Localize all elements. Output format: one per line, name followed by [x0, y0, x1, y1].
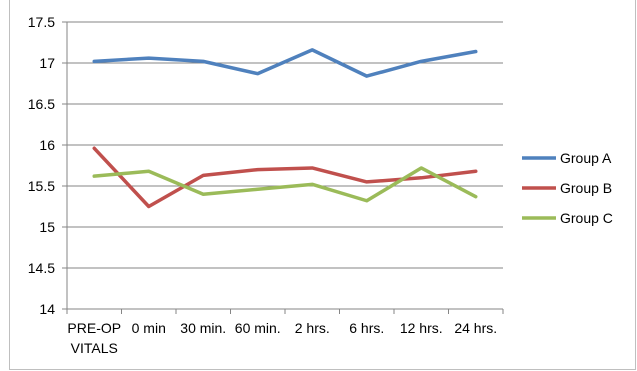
legend-label: Group A: [560, 150, 612, 166]
x-tick-label: PRE-OP: [67, 320, 121, 336]
gridlines: [67, 21, 503, 269]
chart-frame: [9, 0, 636, 370]
y-tick-label: 15: [39, 219, 55, 235]
y-tick-label: 15.5: [28, 178, 55, 194]
y-tick-label: 16.5: [28, 96, 55, 112]
y-tick-labels: 14 14.5 15 15.5 16 16.5 17 17.5: [28, 14, 55, 317]
legend-label: Group C: [560, 210, 613, 226]
y-tick-label: 17: [39, 55, 55, 71]
x-tick-label: 6 hrs.: [349, 320, 384, 336]
y-tick-label: 16: [39, 137, 55, 153]
legend-label: Group B: [560, 180, 612, 196]
x-tick-label: 60 min.: [235, 320, 281, 336]
x-tick-labels: PRE-OP VITALS 0 min 30 min. 60 min. 2 hrs. 6 h…: [67, 320, 497, 356]
y-tick-label: 17.5: [28, 14, 55, 30]
series-line-group-b: [92, 146, 478, 209]
x-tick-label: 2 hrs.: [295, 320, 330, 336]
x-tick-label: 24 hrs.: [454, 320, 497, 336]
axes: [62, 21, 504, 314]
x-tick-label: VITALS: [71, 340, 118, 356]
y-tick-label: 14: [39, 301, 55, 317]
series-line-group-c: [92, 166, 478, 203]
series-lines: [92, 48, 478, 209]
x-tick-label: 0 min: [132, 320, 166, 336]
legend: Group A Group B Group C: [522, 150, 613, 226]
series-line-group-a: [92, 48, 478, 78]
y-tick-label: 14.5: [28, 260, 55, 276]
x-tick-label: 12 hrs.: [400, 320, 443, 336]
x-tick-label: 30 min.: [180, 320, 226, 336]
